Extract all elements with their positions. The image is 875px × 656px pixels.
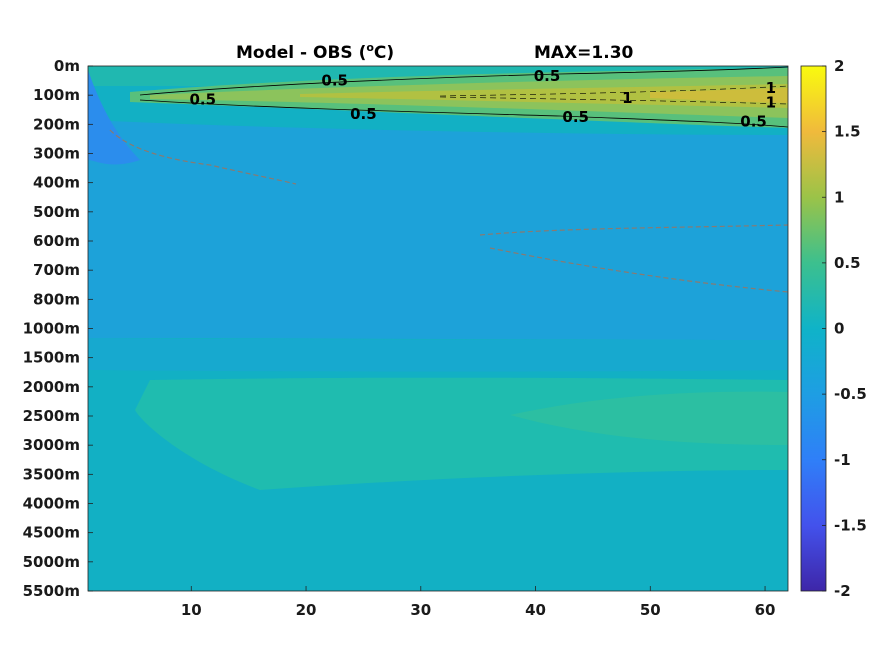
y-tick-label: 5000m [23,553,80,571]
x-tick-label: 60 [755,601,776,619]
title-unit: C) [374,43,394,63]
cold-corner [88,70,140,165]
contour-label: 1 [622,89,632,107]
x-tick-label: 40 [525,601,546,619]
contour-label: 0.5 [562,108,589,126]
y-tick-label: 600m [33,232,80,250]
cool-region [88,120,788,340]
contour-label: 0.5 [740,112,767,130]
contour-label: 1 [766,93,776,111]
y-tick-label: 500m [33,203,80,221]
contour-label: 1 [766,79,776,97]
contour-1-upper [439,85,788,97]
y-tick-label: 0m [54,57,80,75]
y-tick-label: 200m [33,115,80,133]
colorbar: 2 1.5 1 0.5 0 -0.5 -1 -1.5 -2 [800,57,867,600]
colorbar-gradient [800,65,827,592]
y-tick-label: 700m [33,261,80,279]
contour-1-lower [439,96,788,105]
title-text: Model - OBS ( [236,43,366,63]
y-tick-label: 4500m [23,524,80,542]
chart-title: Model - OBS (oC) [236,41,394,63]
y-tick-label: 400m [33,174,80,192]
y-tick-label: 300m [33,145,80,163]
y-tick-label: 100m [33,86,80,104]
x-tick-label: 30 [410,601,431,619]
colorbar-tick-label: 0 [834,320,844,338]
y-tick-label: 5500m [23,582,80,600]
max-label: MAX=1.30 [534,43,634,63]
colorbar-tick-label: 2 [834,57,844,75]
heatmap-plot [87,65,789,592]
x-axis-ticks: 10 20 30 40 50 60 [181,586,776,619]
colorbar-tick-label: -2 [834,582,851,600]
colorbar-tick-label: -1 [834,451,851,469]
y-tick-label: 3500m [23,465,80,483]
y-axis-ticks: 0m 100m 200m 300m 400m 500m 600m 700m 800m 1000m 1… [23,57,93,600]
contour-neg-upper-left [109,129,297,185]
deep-warm-core [510,391,788,445]
contour-label: 0.5 [189,91,216,109]
x-tick-label: 20 [296,601,317,619]
colorbar-tick-label: -0.5 [834,385,867,403]
contour-05-lower [139,99,788,128]
contour-label: 0.5 [350,105,377,123]
title-superscript: o [366,41,374,54]
warm-band-core [300,84,788,108]
svg-text:Model - OBS (oC): Model - OBS (oC) [236,41,394,63]
y-tick-label: 1000m [23,320,80,338]
x-tick-label: 50 [640,601,661,619]
y-tick-label: 800m [33,290,80,308]
contour-label: 0.5 [534,67,561,85]
transition-band [88,338,788,372]
y-tick-label: 1500m [23,349,80,367]
colorbar-ticks: 2 1.5 1 0.5 0 -0.5 -1 -1.5 -2 [822,57,867,600]
colorbar-tick-label: 1 [834,188,844,206]
contour-neg-mid-right [479,224,788,293]
y-tick-label: 2500m [23,407,80,425]
y-tick-label: 4000m [23,495,80,513]
y-tick-label: 3000m [23,436,80,454]
contour-label: 0.5 [321,72,348,90]
y-tick-label: 2000m [23,378,80,396]
colorbar-tick-label: 1.5 [834,123,861,141]
contour-05-upper [139,66,788,96]
warm-band-peak [650,88,788,103]
x-tick-label: 10 [181,601,202,619]
colorbar-tick-label: 0.5 [834,254,861,272]
colorbar-tick-label: -1.5 [834,516,867,534]
